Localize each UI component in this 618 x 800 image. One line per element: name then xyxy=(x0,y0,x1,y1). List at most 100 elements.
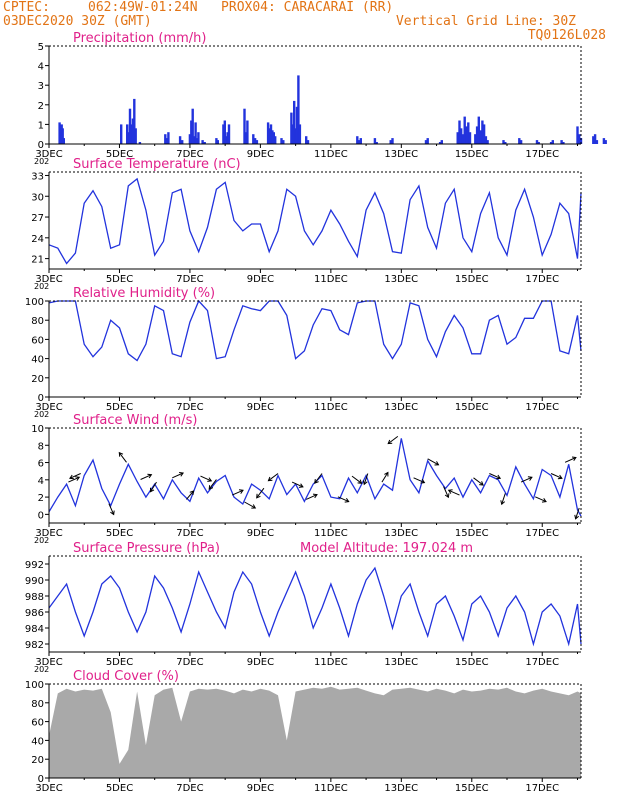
precip-bar xyxy=(272,132,275,144)
precip-bar xyxy=(131,118,135,144)
wind-y-tick-label: 0 xyxy=(38,510,44,521)
precip-panel: 0 1 2 3 4 5 3DEC 5DEC 7DEC 9DEC 11DEC 13DEC 15DEC 17D… xyxy=(34,31,607,166)
cloud-x-tick-label: 13DEC xyxy=(384,783,418,794)
precip-bar xyxy=(134,128,137,144)
temp-year-label: 202 xyxy=(34,282,49,291)
wind-title: Surface Wind (m/s) xyxy=(73,413,197,428)
precip-bar xyxy=(133,98,136,144)
precip-bar xyxy=(167,132,170,144)
cloud-x-tick-label: 17DEC xyxy=(525,783,559,794)
wind-vector-head xyxy=(384,471,389,477)
precip-bar xyxy=(130,124,133,144)
precip-bar xyxy=(128,108,132,144)
precip-bar xyxy=(252,134,255,144)
precip-bar xyxy=(359,138,362,144)
precip-bar xyxy=(305,136,308,144)
precip-bar xyxy=(438,142,442,144)
precip-y-tick-label: 2 xyxy=(38,101,44,112)
temp-y-tick-label: 30 xyxy=(31,192,44,203)
precip-bar xyxy=(216,140,219,144)
header-location: 062:49W-01:24N PROX04: CARACARAI (RR) xyxy=(88,0,394,15)
pressure-y-tick-label: 990 xyxy=(25,576,44,587)
cloud-title: Cloud Cover (%) xyxy=(73,669,179,684)
wind-vector xyxy=(108,503,115,515)
precip-x-tick-label: 17DEC xyxy=(525,149,559,160)
rh-y-tick-label: 80 xyxy=(31,316,44,327)
precip-bar xyxy=(246,120,249,144)
temp-x-tick-label: 3DEC xyxy=(35,274,62,285)
pressure-annotation: Model Altitude: 197.024 m xyxy=(300,541,473,556)
precip-bar xyxy=(194,122,197,144)
precip-bar xyxy=(244,132,248,144)
rh-x-tick-label: 9DEC xyxy=(247,402,274,413)
precip-bar xyxy=(474,134,477,144)
precip-bar xyxy=(373,138,377,144)
precip-bar xyxy=(181,140,184,144)
rh-x-tick-label: 7DEC xyxy=(176,402,203,413)
wind-vector xyxy=(534,496,547,503)
precip-bar xyxy=(460,128,463,144)
precip-bar xyxy=(215,138,218,144)
cloud-area xyxy=(49,686,581,778)
precip-bar xyxy=(227,124,231,144)
precip-y-tick-label: 5 xyxy=(38,42,44,53)
pressure-line xyxy=(48,566,582,647)
wind-vector-head xyxy=(69,474,74,480)
precip-x-tick-label: 5DEC xyxy=(106,149,133,160)
wind-vector xyxy=(337,496,349,503)
pressure-x-tick-label: 9DEC xyxy=(247,657,274,668)
precip-bar xyxy=(576,126,579,144)
wind-panel: 0 2 4 6 8 10 3DEC 5DEC 7DEC 9DEC 11DEC 13DEC 15DEC 17… xyxy=(31,413,582,545)
precip-bar xyxy=(298,124,302,144)
wind-x-tick-label: 13DEC xyxy=(384,528,418,539)
precip-bar xyxy=(164,134,167,144)
cloud-x-tick-label: 3DEC xyxy=(35,783,62,794)
pressure-panel: 982 984 986 988 990 992 3DEC 5DEC 7DEC 9DEC 11DEC 1… xyxy=(25,541,582,674)
wind-vector xyxy=(381,472,389,483)
precip-bar xyxy=(481,120,484,144)
precip-bar xyxy=(295,106,299,144)
rh-y-tick-label: 60 xyxy=(31,335,44,346)
cloud-x-tick-label: 5DEC xyxy=(106,783,133,794)
temp-y-tick-label: 21 xyxy=(31,255,44,266)
wind-y-tick-label: 8 xyxy=(38,441,44,452)
wind-vector-head xyxy=(574,514,580,520)
temp-x-tick-label: 5DEC xyxy=(106,274,133,285)
wind-vector xyxy=(140,474,152,480)
wind-vector xyxy=(314,473,323,484)
precip-bar xyxy=(458,120,461,144)
precip-y-tick-label: 1 xyxy=(38,120,44,131)
wind-vector xyxy=(387,435,399,445)
header-grid-line: Vertical Grid Line: 30Z xyxy=(395,14,576,29)
wind-vector xyxy=(564,457,577,463)
precip-bar xyxy=(461,134,465,144)
rh-y-tick-label: 0 xyxy=(38,393,44,404)
pressure-x-tick-label: 13DEC xyxy=(384,657,418,668)
precip-bar xyxy=(294,128,297,144)
precip-bar xyxy=(549,142,553,144)
wind-x-tick-label: 15DEC xyxy=(455,528,489,539)
precip-bar xyxy=(61,128,64,144)
cloud-x-tick-label: 15DEC xyxy=(455,783,489,794)
precip-bar xyxy=(190,120,193,144)
pressure-y-tick-label: 982 xyxy=(25,640,44,651)
wind-vector-head xyxy=(256,493,261,499)
precip-bar xyxy=(593,134,597,144)
precip-bar xyxy=(225,136,228,144)
precip-bar xyxy=(306,140,310,144)
precip-bar xyxy=(178,136,182,144)
rh-title: Relative Humidity (%) xyxy=(73,286,215,301)
wind-vector-head xyxy=(118,451,124,457)
wind-vector xyxy=(118,452,127,463)
wind-y-tick-label: 6 xyxy=(38,459,44,470)
wind-vector-head xyxy=(434,461,440,466)
precip-bar xyxy=(479,130,482,144)
precip-bar xyxy=(297,75,300,144)
precip-bar xyxy=(592,136,595,144)
header-source: CPTEC: xyxy=(3,0,50,15)
temp-y-tick-label: 27 xyxy=(31,213,44,224)
temp-x-tick-label: 17DEC xyxy=(525,274,559,285)
wind-vector-head xyxy=(479,481,484,486)
wind-vector-head xyxy=(571,456,577,461)
precip-bar xyxy=(201,140,204,144)
